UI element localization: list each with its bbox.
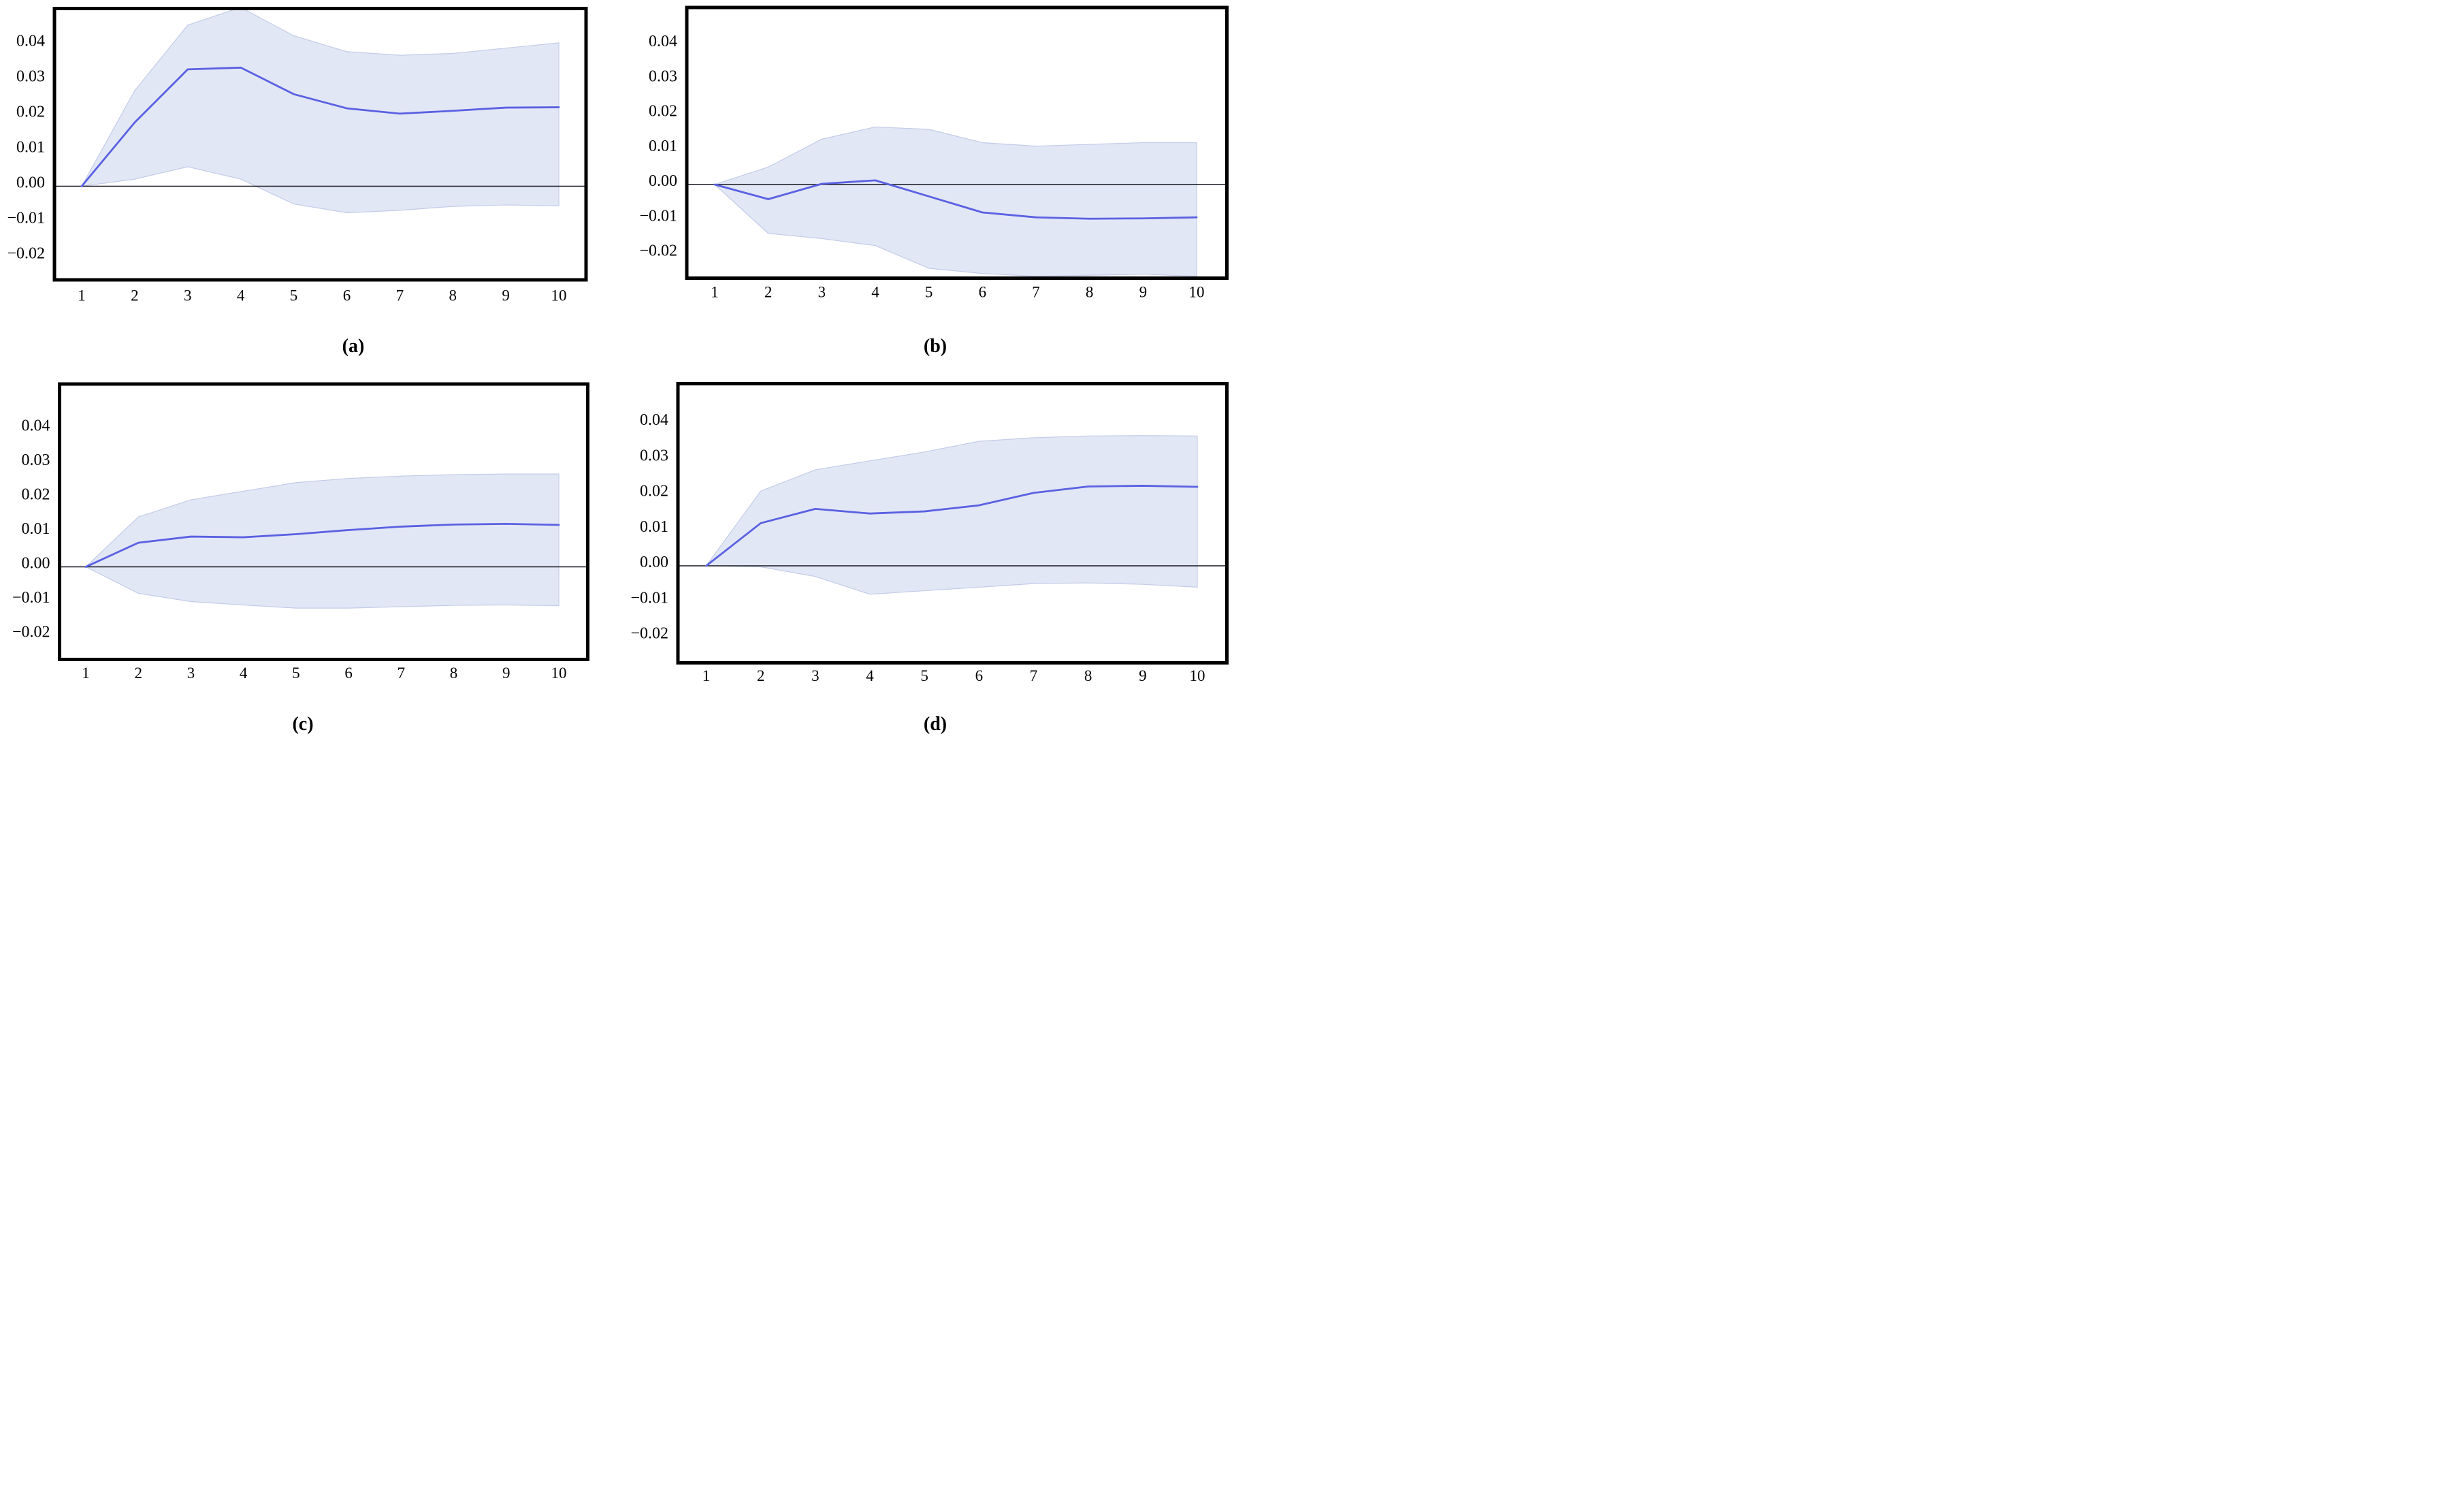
y-tick-label: 0.04 (649, 33, 677, 50)
y-tick-label: −0.02 (7, 245, 45, 263)
x-tick-label: 7 (1030, 667, 1038, 684)
x-tick-label: 6 (343, 287, 351, 304)
confidence-band (80, 8, 560, 214)
x-tick-label: 2 (131, 287, 139, 304)
x-tick-label: 9 (1139, 667, 1147, 684)
y-tick-label: 0.03 (16, 68, 45, 86)
panel-b-chart: 0.04 0.03 0.02 0.01 0.00 −0.01 −0.02 1 2 3 4 5 6 7 8 9 1… (639, 5, 1229, 357)
x-tick-label: 8 (449, 287, 457, 304)
y-tick-label: 0.00 (640, 554, 668, 571)
panel-a-caption: (a) (342, 336, 365, 357)
panel-b-caption: (b) (924, 336, 947, 357)
y-tick-label: 0.00 (16, 174, 45, 192)
panel-b: 0.04 0.03 0.02 0.01 0.00 −0.01 −0.02 1 2 3 4 5 6 7 8 9 1… (616, 0, 1232, 375)
y-tick-label: 0.02 (649, 103, 677, 121)
x-tick-label: 9 (502, 287, 510, 304)
x-tick-label: 6 (344, 665, 353, 682)
plot-frame (676, 382, 1229, 665)
y-tick-label: −0.02 (630, 625, 668, 643)
y-tick-label: −0.01 (12, 589, 50, 607)
x-tick-label: 8 (1086, 284, 1094, 301)
impulse-response-line (80, 66, 560, 187)
y-tick-label: 0.03 (640, 447, 668, 464)
y-tick-label: −0.02 (12, 624, 50, 641)
x-tick-label: 10 (1190, 667, 1205, 684)
y-tick-label: 0.01 (22, 520, 50, 538)
x-tick-label: 1 (78, 287, 86, 304)
x-tick-label: 6 (979, 284, 987, 301)
x-tick-label: 5 (290, 287, 298, 304)
x-tick-label: 3 (818, 284, 826, 301)
x-tick-label: 10 (551, 287, 567, 304)
y-tick-label: 0.02 (16, 103, 45, 121)
y-tick-label: 0.01 (649, 138, 677, 155)
x-tick-label: 7 (398, 665, 406, 682)
x-tick-label: 7 (396, 287, 404, 304)
panel-c-caption: (c) (292, 714, 313, 735)
x-tick-label: 3 (811, 667, 820, 684)
panel-a: 0.04 0.03 0.02 0.01 0.00 −0.01 −0.02 1 2 3 4 5 6 7 8 9 1… (0, 0, 616, 375)
x-tick-label: 1 (702, 667, 711, 684)
confidence-band (84, 473, 560, 609)
plot-frame (52, 7, 588, 282)
y-tick-label: −0.01 (7, 210, 45, 227)
x-tick-label: 2 (757, 667, 765, 684)
x-tick-label: 1 (711, 284, 719, 301)
y-tick-label: 0.01 (16, 139, 45, 157)
y-tick-label: −0.01 (639, 207, 677, 225)
y-tick-label: 0.01 (640, 518, 668, 536)
plot-frame (685, 5, 1229, 280)
x-tick-label: 4 (237, 287, 245, 304)
y-tick-label: 0.00 (649, 172, 677, 190)
x-tick-label: 9 (1139, 284, 1148, 301)
impulse-response-line (713, 179, 1198, 220)
y-tick-label: 0.04 (22, 417, 50, 435)
irf-figure-grid: 0.04 0.03 0.02 0.01 0.00 −0.01 −0.02 1 2 3 4 5 6 7 8 9 1… (0, 0, 1232, 750)
x-tick-label: 3 (184, 287, 192, 304)
y-tick-label: 0.00 (22, 555, 50, 573)
impulse-response-line (84, 522, 560, 568)
x-tick-label: 8 (450, 665, 458, 682)
x-tick-label: 4 (866, 667, 874, 684)
y-tick-label: 0.04 (640, 411, 668, 429)
panel-d: 0.04 0.03 0.02 0.01 0.00 −0.01 −0.02 1 2 3 4 5 6 7 8 9 1… (616, 375, 1232, 750)
y-tick-label: 0.02 (640, 483, 668, 500)
x-tick-label: 2 (134, 665, 142, 682)
panel-c: 0.04 0.03 0.02 0.01 0.00 −0.01 −0.02 1 2 3 4 5 6 7 8 9 1… (0, 375, 616, 750)
y-tick-label: −0.02 (639, 242, 677, 260)
x-tick-label: 5 (292, 665, 300, 682)
x-tick-label: 6 (975, 667, 984, 684)
x-tick-label: 5 (920, 667, 928, 684)
y-tick-label: 0.02 (22, 486, 50, 504)
x-tick-label: 4 (871, 284, 879, 301)
impulse-response-line (705, 485, 1199, 567)
x-tick-label: 1 (82, 665, 90, 682)
x-tick-label: 4 (240, 665, 248, 682)
y-tick-label: 0.03 (22, 451, 50, 469)
panel-c-chart: 0.04 0.03 0.02 0.01 0.00 −0.01 −0.02 1 2 3 4 5 6 7 8 9 1… (12, 382, 589, 735)
x-tick-label: 3 (187, 665, 195, 682)
y-tick-label: 0.04 (16, 33, 45, 50)
x-tick-label: 7 (1032, 284, 1040, 301)
y-tick-label: 0.03 (649, 67, 677, 85)
x-tick-label: 8 (1084, 667, 1092, 684)
panel-d-chart: 0.04 0.03 0.02 0.01 0.00 −0.01 −0.02 1 2 3 4 5 6 7 8 9 1… (630, 382, 1229, 735)
panel-a-chart: 0.04 0.03 0.02 0.01 0.00 −0.01 −0.02 1 2 3 4 5 6 7 8 9 1… (7, 7, 588, 357)
x-tick-label: 9 (502, 665, 510, 682)
panel-d-caption: (d) (924, 714, 947, 735)
x-tick-label: 10 (1189, 284, 1205, 301)
x-tick-label: 5 (925, 284, 933, 301)
y-tick-label: −0.01 (630, 589, 668, 607)
x-tick-label: 10 (551, 665, 567, 682)
confidence-band (705, 435, 1198, 595)
plot-frame (58, 382, 589, 661)
confidence-band (713, 126, 1197, 277)
x-tick-label: 2 (764, 284, 773, 301)
